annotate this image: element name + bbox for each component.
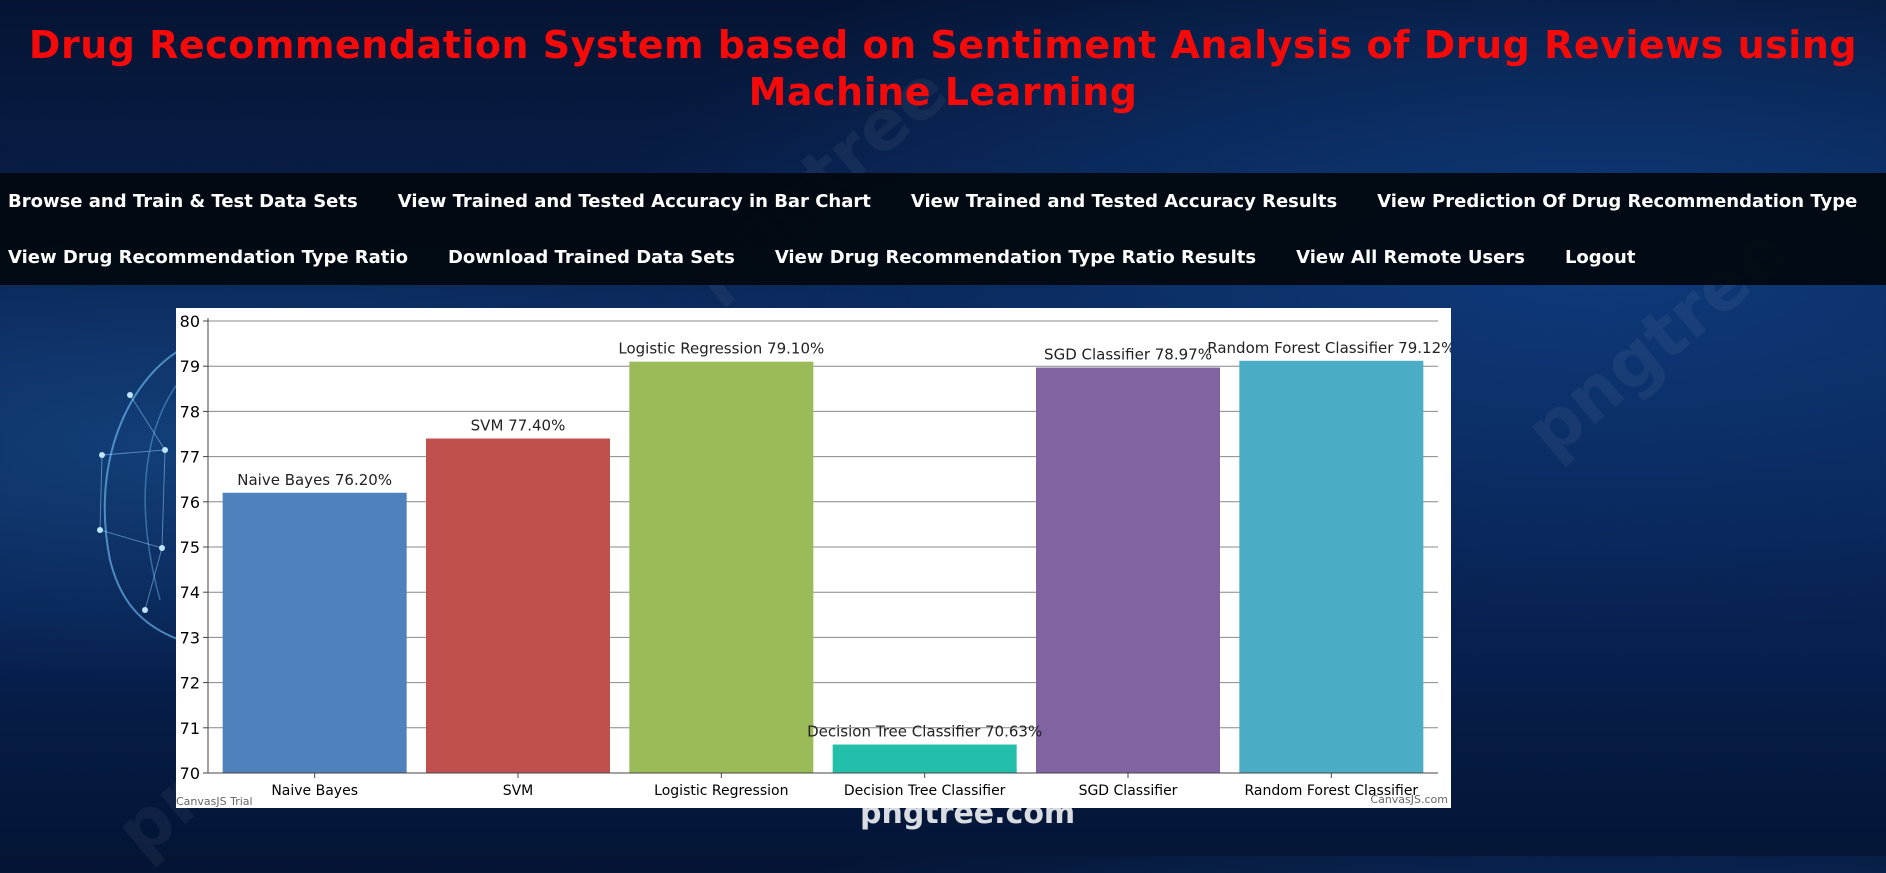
data-label: Naive Bayes 76.20% [237,471,392,489]
nav-logout[interactable]: Logout [1564,246,1636,268]
chart-credit-left[interactable]: CanvasJS Trial [176,795,253,808]
x-tick-label: Decision Tree Classifier [844,783,1006,799]
data-label: Logistic Regression 79.10% [618,340,824,358]
nav-download-datasets[interactable]: Download Trained Data Sets [447,246,735,268]
nav-prediction-type[interactable]: View Prediction Of Drug Recommendation T… [1377,190,1858,212]
nav-remote-users[interactable]: View All Remote Users [1296,246,1525,268]
pngtree-brand-watermark: pngtree.com [860,796,1076,831]
x-tick-label: Logistic Regression [654,783,788,799]
data-label: Random Forest Classifier 79.12% [1207,339,1451,357]
y-axis: 70 71 72 73 74 75 76 77 78 79 80 [180,312,209,783]
x-tick-label: SVM [503,783,534,799]
data-label: Decision Tree Classifier 70.63% [807,723,1042,741]
nav-type-ratio-results[interactable]: View Drug Recommendation Type Ratio Resu… [774,246,1257,268]
y-tick-label: 73 [180,628,200,647]
nav-accuracy-bar-chart[interactable]: View Trained and Tested Accuracy in Bar … [397,190,871,212]
nav-row-1: Browse and Train & Test Data Sets View T… [0,173,1886,229]
bar [426,438,610,773]
x-tick-label: SGD Classifier [1079,783,1178,799]
bar [629,361,814,773]
bar [1036,367,1220,773]
accuracy-bar-chart: Naive Bayes 76.20% SVM 77.40% Logistic Reg… [176,308,1455,808]
y-tick-label: 79 [180,357,200,376]
chart-data-labels: Naive Bayes 76.20% SVM 77.40% Logistic Reg… [237,339,1455,741]
bar [832,744,1017,773]
y-tick-label: 78 [180,402,200,421]
chart-credit-right[interactable]: CanvasJS.com [1370,793,1448,806]
y-tick-label: 72 [180,674,200,693]
y-tick-label: 70 [180,764,200,783]
page-title: Drug Recommendation System based on Sent… [28,23,1858,114]
y-tick-label: 71 [180,719,200,738]
y-tick-label: 74 [180,583,200,602]
bar [222,492,407,773]
chart-svg: Naive Bayes 76.20% SVM 77.40% Logistic Reg… [176,312,1455,808]
data-label: SVM 77.40% [471,417,566,435]
network-globe-decoration [97,349,180,640]
bar [1239,360,1424,773]
nav-accuracy-results[interactable]: View Trained and Tested Accuracy Results [910,190,1338,212]
y-tick-label: 77 [180,448,200,467]
nav-type-ratio[interactable]: View Drug Recommendation Type Ratio [8,246,408,268]
y-tick-label: 76 [180,493,200,512]
chart-bars [222,360,1424,773]
main-nav: Browse and Train & Test Data Sets View T… [0,173,1886,285]
nav-browse-train-test[interactable]: Browse and Train & Test Data Sets [8,190,358,212]
y-tick-label: 75 [180,538,200,557]
nav-row-2: View Drug Recommendation Type Ratio Down… [0,229,1667,285]
y-tick-label: 80 [180,312,200,331]
x-axis: Naive Bayes SVM Logistic Regression Decisio… [208,772,1438,799]
x-tick-label: Naive Bayes [271,783,358,799]
data-label: SGD Classifier 78.97% [1044,346,1212,364]
x-tick-label: Random Forest Classifier [1244,783,1418,799]
